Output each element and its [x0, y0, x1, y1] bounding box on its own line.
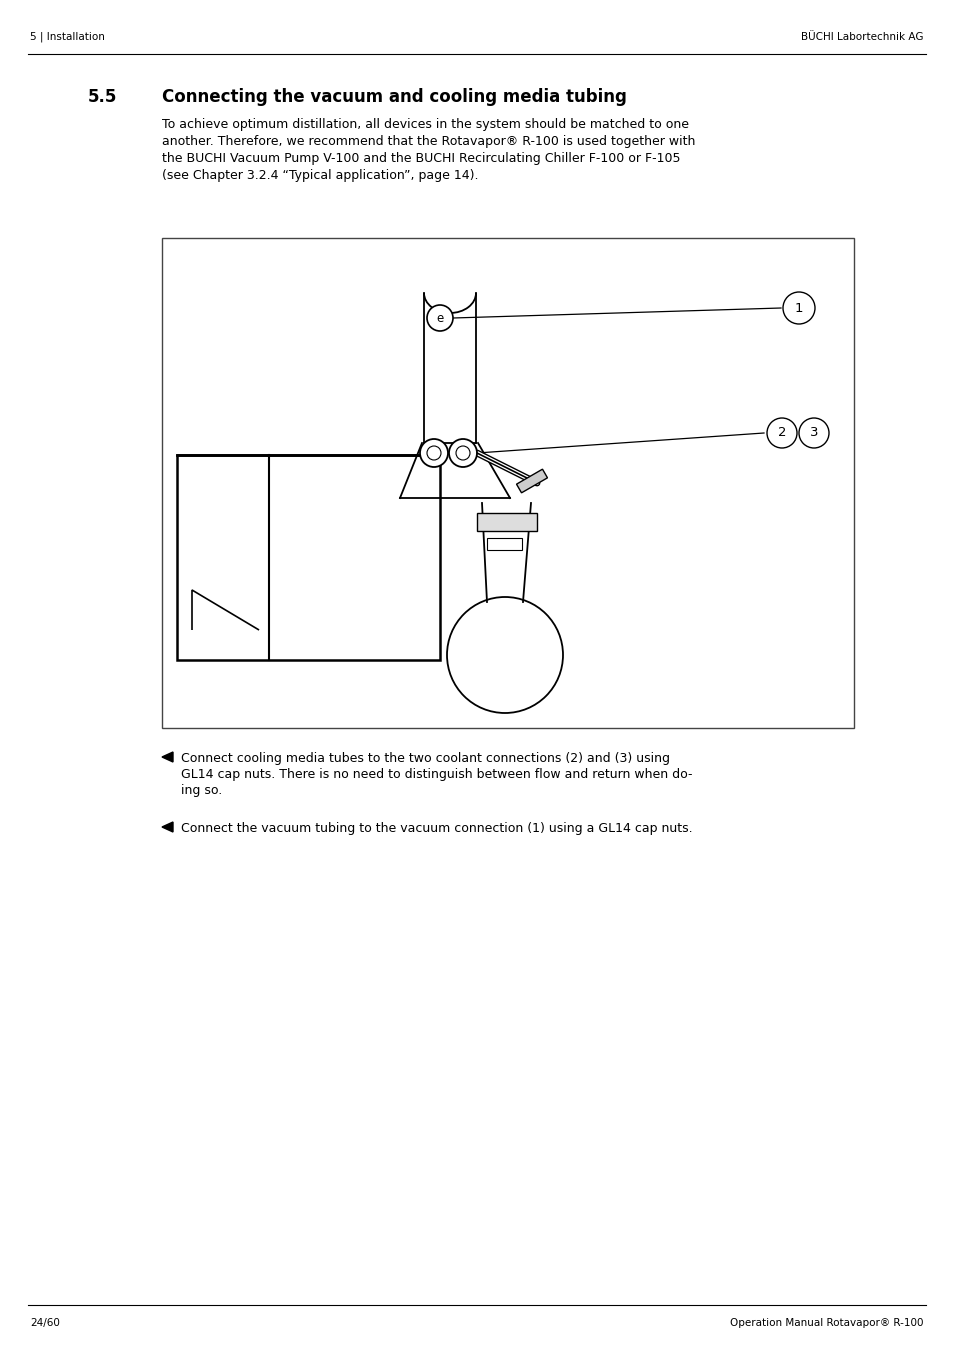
- Text: 3: 3: [809, 427, 818, 440]
- Circle shape: [766, 418, 796, 448]
- Polygon shape: [162, 822, 172, 832]
- Polygon shape: [162, 752, 172, 761]
- Text: the BUCHI Vacuum Pump V-100 and the BUCHI Recirculating Chiller F-100 or F-105: the BUCHI Vacuum Pump V-100 and the BUCH…: [162, 153, 679, 165]
- Bar: [476, 513, 537, 531]
- Text: (see Chapter 3.2.4 “Typical application”, page 14).: (see Chapter 3.2.4 “Typical application”…: [162, 169, 478, 182]
- Text: 5.5: 5.5: [88, 88, 117, 107]
- Circle shape: [449, 439, 476, 467]
- Text: 5 | Installation: 5 | Installation: [30, 31, 105, 42]
- Text: ing so.: ing so.: [181, 784, 222, 796]
- Circle shape: [427, 305, 453, 331]
- Text: GL14 cap nuts. There is no need to distinguish between flow and return when do-: GL14 cap nuts. There is no need to disti…: [181, 768, 692, 782]
- Text: Connecting the vacuum and cooling media tubing: Connecting the vacuum and cooling media …: [162, 88, 626, 107]
- Bar: [486, 539, 521, 549]
- Text: To achieve optimum distillation, all devices in the system should be matched to : To achieve optimum distillation, all dev…: [162, 117, 688, 131]
- Circle shape: [447, 597, 562, 713]
- Circle shape: [419, 439, 448, 467]
- Polygon shape: [516, 470, 547, 493]
- Bar: [162, 238, 853, 728]
- Text: another. Therefore, we recommend that the Rotavapor® R-100 is used together with: another. Therefore, we recommend that th…: [162, 135, 695, 148]
- Text: 1: 1: [794, 301, 802, 315]
- Circle shape: [782, 292, 814, 324]
- Text: 2: 2: [777, 427, 785, 440]
- Text: 24/60: 24/60: [30, 1318, 60, 1328]
- Text: Connect the vacuum tubing to the vacuum connection (1) using a GL14 cap nuts.: Connect the vacuum tubing to the vacuum …: [181, 822, 692, 836]
- Text: e: e: [436, 312, 443, 324]
- Text: Operation Manual Rotavapor® R-100: Operation Manual Rotavapor® R-100: [730, 1318, 923, 1328]
- Text: Connect cooling media tubes to the two coolant connections (2) and (3) using: Connect cooling media tubes to the two c…: [181, 752, 669, 765]
- Text: BÜCHI Labortechnik AG: BÜCHI Labortechnik AG: [801, 32, 923, 42]
- Circle shape: [799, 418, 828, 448]
- Bar: [177, 455, 439, 660]
